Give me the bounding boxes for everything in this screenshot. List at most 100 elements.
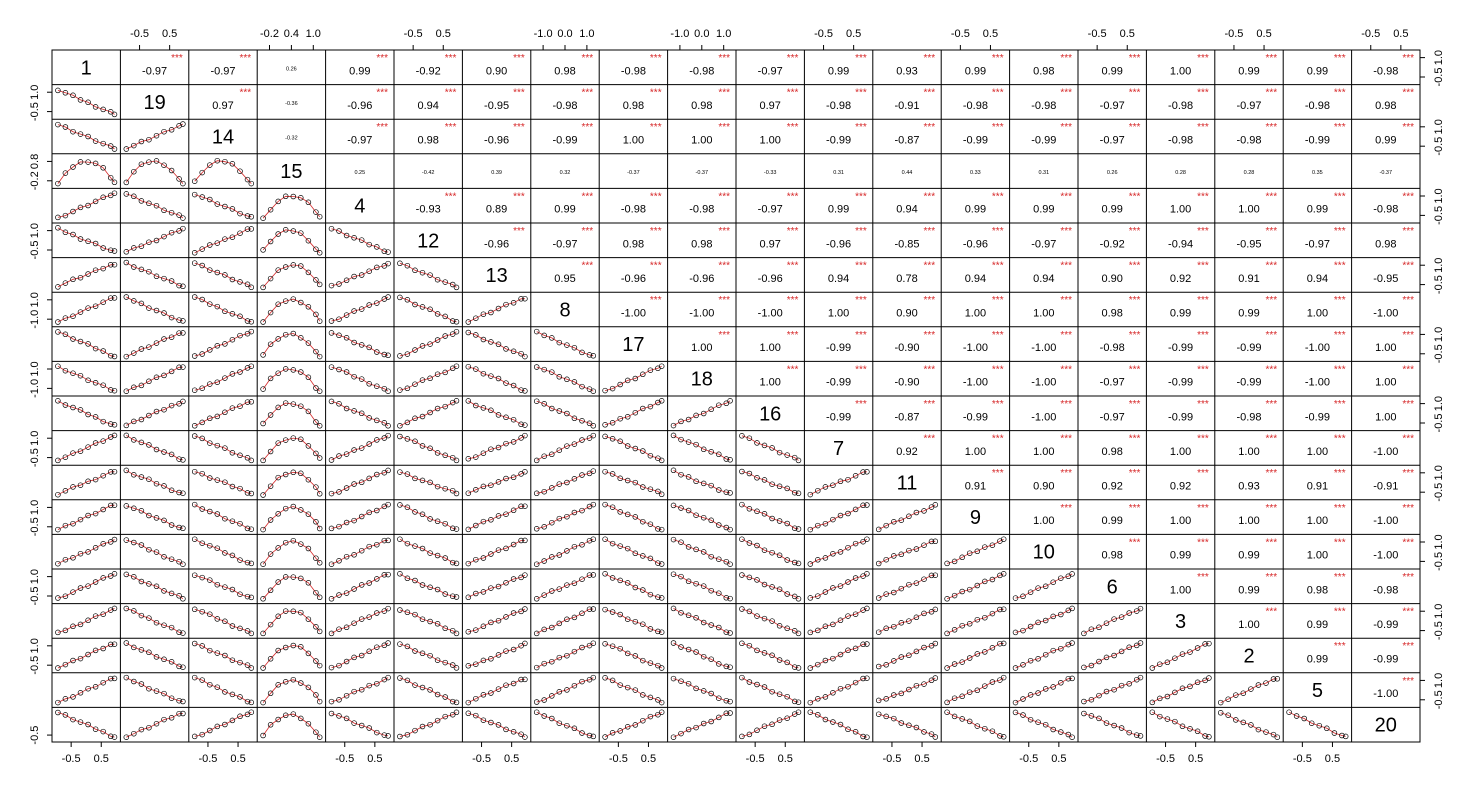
scatter-point — [358, 342, 365, 348]
smooth-line — [194, 608, 252, 634]
correlation-value: 0.94 — [1033, 273, 1054, 285]
axis-ticks: -0.5 0.5 -0.2 0.4 1.0 -0.5 0.5 -1.0 0.0 1.0 -1.0 0.… — [29, 28, 1445, 765]
scatter-point — [921, 681, 927, 687]
scatter-point — [191, 674, 198, 681]
smooth-line — [604, 365, 662, 391]
scatter-point — [921, 576, 927, 582]
significance-stars: *** — [1402, 434, 1414, 445]
scatter-point — [305, 237, 312, 244]
scatter-point — [708, 406, 714, 413]
scatter-point — [951, 558, 958, 565]
scatter-point — [1339, 732, 1345, 739]
scatter-point — [153, 374, 160, 381]
scatter-point — [761, 511, 768, 517]
significance-stars: *** — [445, 191, 457, 202]
scatter-point — [366, 648, 372, 655]
correlation-value: 0.35 — [1312, 170, 1323, 176]
scatter-point — [864, 536, 870, 542]
y-tick-label: -0.5 — [29, 587, 41, 606]
scatter-point — [290, 537, 297, 544]
scatter-point — [1000, 606, 1007, 612]
correlation-value: -0.98 — [621, 65, 646, 77]
scatter-point — [313, 692, 319, 698]
scatter-point — [795, 457, 802, 464]
smooth-line — [946, 608, 1004, 634]
significance-stars: *** — [1402, 503, 1414, 514]
scatter-point — [1149, 709, 1156, 715]
scatter-point — [77, 719, 84, 725]
significance-stars: *** — [1334, 53, 1346, 64]
significance-stars: *** — [650, 88, 662, 99]
scatter-point — [131, 142, 137, 149]
scatter-point — [465, 594, 472, 601]
scatter-point — [1172, 655, 1178, 661]
scatter-point — [70, 404, 76, 411]
scatter-point — [275, 511, 281, 517]
scatter-point — [111, 179, 118, 186]
scatter-point — [860, 641, 866, 648]
scatter-point — [168, 695, 175, 701]
significance-stars: *** — [1266, 53, 1278, 64]
scatter-point — [1050, 726, 1056, 733]
scatter-point — [267, 551, 274, 557]
scatter-point — [807, 491, 814, 498]
scatter-point — [123, 388, 130, 394]
scatter-point — [244, 318, 251, 324]
scatter-point — [55, 665, 61, 671]
scatter-point — [199, 731, 205, 738]
correlation-value: -0.32 — [285, 136, 298, 142]
y-tick-label: 1.0 — [1433, 258, 1445, 273]
smooth-line — [262, 540, 321, 565]
scatter-point — [549, 405, 555, 412]
scatter-point — [404, 262, 411, 269]
scatter-point — [100, 245, 106, 251]
correlation-value: 0.99 — [1170, 308, 1191, 320]
scatter-point — [693, 512, 699, 518]
scatter-point — [248, 319, 255, 325]
correlation-value: 0.93 — [896, 65, 917, 77]
scatter-point — [207, 242, 213, 248]
scatter-point — [70, 716, 76, 723]
scatter-point — [237, 485, 243, 492]
scatter-point — [180, 596, 186, 602]
scatter-point — [138, 647, 145, 653]
scatter-point — [533, 596, 540, 602]
scatter-point — [85, 512, 91, 519]
scatter-point — [214, 303, 221, 310]
scatter-point — [442, 403, 448, 410]
smooth-line — [262, 333, 321, 357]
scatter-point — [222, 375, 228, 381]
significance-stars: *** — [1402, 572, 1414, 583]
scatter-point — [864, 502, 870, 508]
scatter-point — [153, 619, 160, 626]
smooth-line — [194, 228, 252, 254]
significance-stars: *** — [992, 434, 1004, 445]
scatter-point — [85, 133, 91, 140]
scatter-point — [237, 520, 243, 527]
scatter-point — [100, 265, 106, 272]
scatter-point — [237, 659, 243, 666]
scatter-point — [693, 649, 699, 655]
significance-stars: *** — [1060, 399, 1072, 410]
scatter-point — [343, 658, 350, 665]
scatter-point — [533, 398, 540, 404]
scatter-point — [982, 725, 988, 732]
scatter-point — [716, 402, 722, 408]
scatter-point — [111, 248, 118, 254]
scatter-point — [716, 451, 722, 458]
scatter-point — [70, 92, 76, 99]
scatter-point — [982, 614, 988, 621]
scatter-point — [746, 679, 753, 685]
scatter-point — [727, 664, 733, 670]
scatter-point — [579, 507, 585, 514]
scatter-point — [1248, 686, 1254, 692]
scatter-point — [602, 422, 608, 428]
scatter-point — [658, 457, 665, 464]
scatter-point — [678, 610, 684, 616]
scatter-point — [617, 475, 623, 482]
scatter-point — [161, 622, 167, 628]
scatter-point — [795, 526, 802, 532]
scatter-point — [336, 713, 342, 719]
scatter-point — [700, 480, 707, 487]
scatter-point — [845, 726, 851, 733]
